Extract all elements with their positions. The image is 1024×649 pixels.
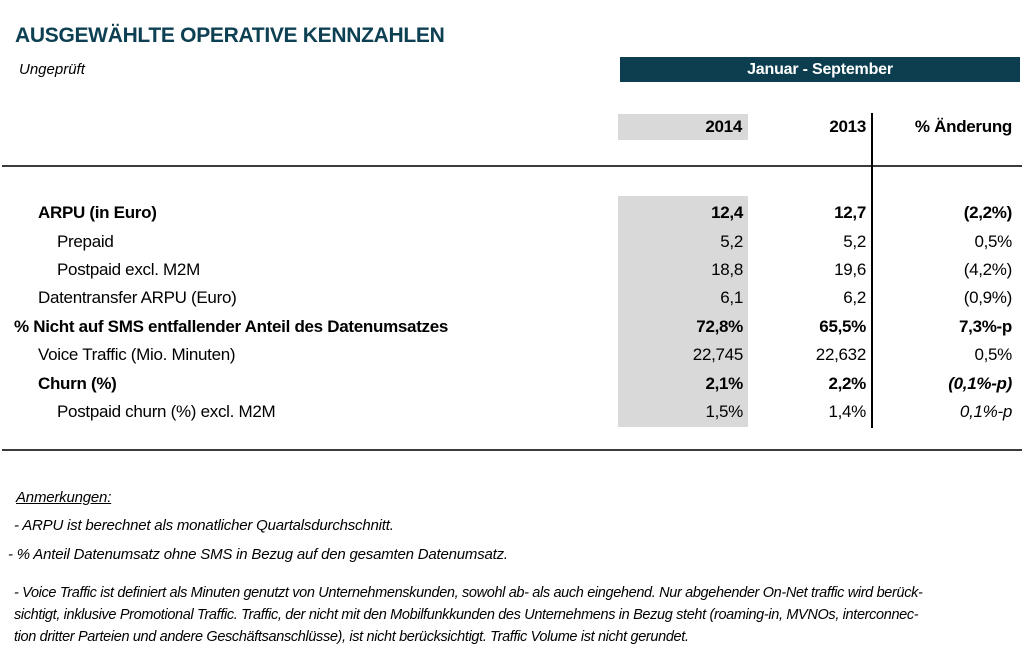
table-row: % Nicht auf SMS entfallender Anteil des … [0, 313, 1024, 341]
value-change: (0,1%-p) [948, 373, 1012, 393]
value-change: 0,1%-p [959, 401, 1012, 421]
row-label: Churn (%) [38, 373, 117, 393]
table-row: Churn (%) 2,1% 2,2% (0,1%-p) [0, 369, 1024, 397]
value-change: 7,3%-p [959, 316, 1012, 336]
table-row: ARPU (in Euro) 12,4 12,7 (2,2%) [0, 199, 1024, 227]
value-2013: 19,6 [834, 259, 866, 279]
row-label: ARPU (in Euro) [38, 203, 157, 223]
note-voice-traffic-line: sichtigt, inklusive Promotional Traffic.… [14, 607, 919, 623]
highlight-column-2014 [618, 196, 748, 427]
note-data-share: - % Anteil Datenumsatz ohne SMS in Bezug… [8, 546, 508, 563]
value-2014: 12,4 [711, 203, 743, 223]
value-change: (0,9%) [963, 288, 1013, 308]
row-label: Postpaid churn (%) excl. M2M [57, 401, 276, 421]
value-2013: 1,4% [828, 401, 866, 421]
table-row: Prepaid 5,2 5,2 0,5% [0, 227, 1024, 255]
notes-heading: Anmerkungen: [16, 489, 112, 506]
bottom-rule [2, 449, 1022, 451]
value-change: (4,2%) [963, 259, 1013, 279]
kpi-table: ARPU (in Euro) 12,4 12,7 (2,2%) Prepaid … [0, 199, 1024, 426]
value-2013: 12,7 [834, 203, 866, 223]
note-voice-traffic-line: tion dritter Parteien und andere Geschäf… [14, 629, 689, 645]
value-change: 0,5% [974, 345, 1012, 365]
note-voice-traffic: - Voice Traffic ist definiert als Minute… [14, 582, 923, 648]
column-divider-line [871, 113, 873, 428]
note-voice-traffic-line: - Voice Traffic ist definiert als Minute… [14, 585, 923, 601]
value-2013: 2,2% [828, 373, 866, 393]
value-2014: 72,8% [696, 316, 743, 336]
value-2014: 1,5% [705, 401, 743, 421]
table-row: Datentransfer ARPU (Euro) 6,1 6,2 (0,9%) [0, 284, 1024, 312]
table-row: Postpaid churn (%) excl. M2M 1,5% 1,4% 0… [0, 398, 1024, 426]
row-label: Postpaid excl. M2M [57, 259, 200, 279]
column-header-2014: 2014 [618, 114, 748, 140]
row-label: % Nicht auf SMS entfallender Anteil des … [14, 316, 449, 336]
value-change: 0,5% [974, 231, 1012, 251]
row-label: Prepaid [57, 231, 114, 251]
unaudited-label: Ungeprüft [19, 61, 85, 78]
period-label: Januar - September [747, 60, 893, 78]
value-2014: 18,8 [711, 259, 743, 279]
page-title: AUSGEWÄHLTE OPERATIVE KENNZAHLEN [15, 24, 445, 47]
note-arpu: - ARPU ist berechnet als monatlicher Qua… [14, 517, 394, 534]
column-header-change: % Änderung [914, 117, 1012, 136]
table-row: Voice Traffic (Mio. Minuten) 22,745 22,6… [0, 341, 1024, 369]
row-label: Voice Traffic (Mio. Minuten) [38, 345, 236, 365]
row-label: Datentransfer ARPU (Euro) [38, 288, 237, 308]
value-2014: 22,745 [692, 345, 744, 365]
value-2013: 22,632 [815, 345, 867, 365]
period-header-bar: Januar - September [620, 57, 1020, 82]
column-header-2013: 2013 [829, 117, 866, 136]
value-2013: 6,2 [843, 288, 866, 308]
table-row: Postpaid excl. M2M 18,8 19,6 (4,2%) [0, 256, 1024, 284]
value-2013: 65,5% [819, 316, 866, 336]
value-2014: 2,1% [705, 373, 743, 393]
value-2014: 6,1 [720, 288, 743, 308]
value-2014: 5,2 [720, 231, 743, 251]
value-change: (2,2%) [963, 203, 1013, 223]
top-rule [2, 165, 1022, 167]
value-2013: 5,2 [843, 231, 866, 251]
